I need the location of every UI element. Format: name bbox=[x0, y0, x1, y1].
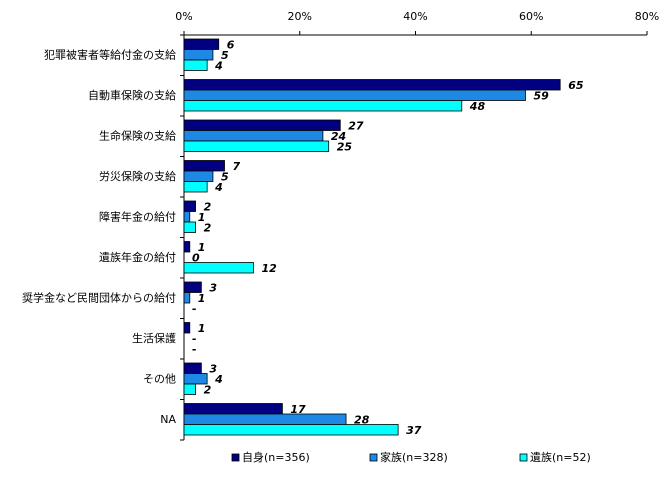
value-label: 6 bbox=[227, 38, 235, 51]
bar bbox=[183, 262, 254, 274]
legend-label: 自身(n=356) bbox=[242, 450, 310, 464]
value-label: 4 bbox=[214, 373, 223, 386]
bar bbox=[183, 119, 341, 131]
value-label: 1 bbox=[198, 292, 206, 305]
value-label: 3 bbox=[209, 281, 217, 294]
category-label: 生命保険の支給 bbox=[99, 128, 176, 142]
value-label: 5 bbox=[221, 49, 229, 62]
bar bbox=[183, 403, 283, 415]
bar bbox=[183, 424, 399, 436]
bar bbox=[183, 38, 220, 50]
bar bbox=[183, 79, 561, 91]
x-tick-label: 20% bbox=[288, 10, 312, 23]
value-label: 2 bbox=[204, 221, 212, 234]
category-label: その他 bbox=[143, 372, 176, 385]
bar bbox=[183, 241, 191, 253]
value-label: 25 bbox=[337, 140, 353, 153]
value-label: 5 bbox=[221, 170, 229, 183]
category-label: 遺族年金の給付 bbox=[99, 250, 176, 264]
value-label: 7 bbox=[233, 160, 241, 173]
x-tick-label: 40% bbox=[403, 10, 427, 23]
value-label: 28 bbox=[354, 413, 370, 426]
legend-swatch bbox=[519, 453, 528, 462]
bar bbox=[183, 322, 191, 334]
value-label: 2 bbox=[204, 383, 212, 396]
value-label: 4 bbox=[214, 181, 223, 194]
x-tick-label: 60% bbox=[519, 10, 543, 23]
bar bbox=[183, 140, 330, 152]
value-label: 37 bbox=[406, 424, 422, 437]
value-label: - bbox=[192, 302, 197, 315]
value-label: 65 bbox=[568, 79, 584, 92]
category-label: 生活保護 bbox=[132, 331, 176, 345]
value-label: 12 bbox=[261, 262, 277, 275]
x-tick-label: 0% bbox=[175, 10, 192, 23]
legend-label: 遺族(n=52) bbox=[530, 450, 591, 464]
value-label: 59 bbox=[533, 89, 549, 102]
bar bbox=[183, 221, 196, 233]
value-label: 1 bbox=[198, 322, 206, 335]
bar bbox=[183, 292, 191, 304]
bar bbox=[183, 413, 347, 425]
value-label: 0 bbox=[192, 251, 200, 264]
value-label: 3 bbox=[209, 362, 217, 375]
bar bbox=[183, 211, 191, 223]
category-label: 労災保険の支給 bbox=[99, 169, 176, 183]
bar bbox=[183, 160, 225, 172]
value-label: 2 bbox=[204, 200, 212, 213]
x-tick-label: 80% bbox=[635, 10, 659, 23]
bar bbox=[183, 130, 324, 142]
bar bbox=[183, 181, 208, 193]
value-label: 1 bbox=[198, 241, 206, 254]
bar bbox=[183, 200, 196, 212]
legend-swatch bbox=[231, 453, 240, 462]
bar bbox=[183, 59, 208, 71]
bar bbox=[183, 281, 202, 293]
bar bbox=[183, 170, 214, 182]
value-label: 48 bbox=[469, 100, 486, 113]
category-label: 障害年金の給付 bbox=[99, 209, 176, 223]
category-label: NA bbox=[160, 413, 176, 426]
bar bbox=[183, 362, 202, 374]
value-label: - bbox=[192, 343, 197, 356]
value-label: 1 bbox=[198, 211, 206, 224]
value-label: - bbox=[192, 332, 197, 345]
bar bbox=[183, 49, 214, 61]
legend-label: 家族(n=328) bbox=[380, 450, 448, 464]
category-label: 奨学金など民間団体からの給付 bbox=[22, 290, 176, 304]
value-label: 17 bbox=[290, 403, 306, 416]
value-label: 24 bbox=[331, 130, 346, 143]
legend-swatch bbox=[369, 453, 378, 462]
bar bbox=[183, 100, 463, 112]
value-label: 4 bbox=[214, 59, 223, 72]
bar bbox=[183, 383, 196, 395]
category-label: 犯罪被害者等給付金の支給 bbox=[44, 47, 176, 61]
value-label: 27 bbox=[348, 119, 364, 132]
category-label: 自動車保険の支給 bbox=[88, 88, 176, 102]
